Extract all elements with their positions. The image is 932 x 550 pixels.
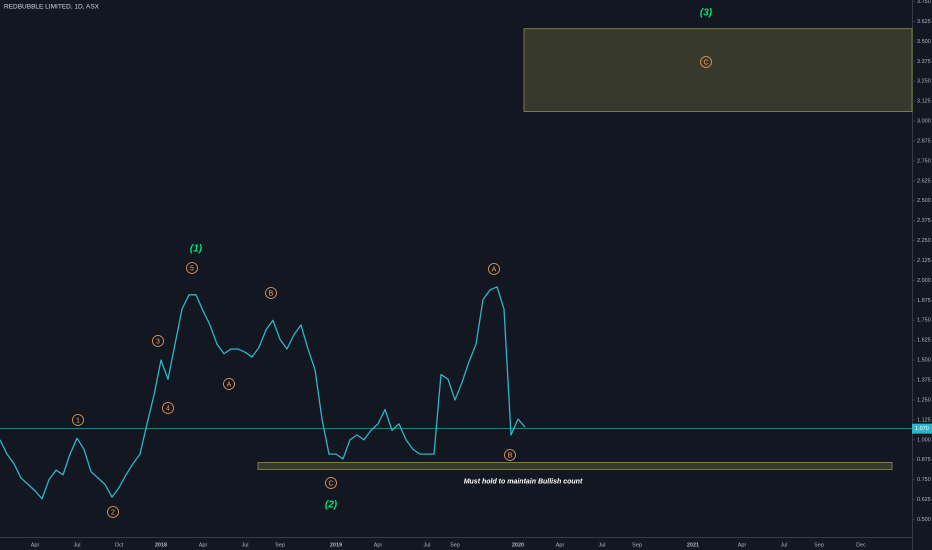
x-tick-label: Sep xyxy=(632,542,642,548)
wave-label-minor: 5 xyxy=(190,265,194,272)
x-tick-label: Jul xyxy=(780,542,787,548)
chart-title: REDBUBBLE LIMITED, 1D, ASX xyxy=(4,4,100,11)
x-tick-label: Sep xyxy=(450,542,460,548)
y-tick-label: 2.375 xyxy=(917,218,931,224)
y-tick-label: 3.500 xyxy=(917,39,931,45)
wave-circle xyxy=(504,449,516,461)
wave-label-minor: B xyxy=(269,290,274,297)
y-tick-label: 0.750 xyxy=(917,477,931,483)
y-tick-label: 3.125 xyxy=(917,99,931,105)
y-tick-label: 3.250 xyxy=(917,79,931,85)
y-tick-label: 1.500 xyxy=(917,358,931,364)
x-tick-label: 2021 xyxy=(687,542,699,548)
x-tick-label: Jul xyxy=(598,542,605,548)
y-tick-label: 1.750 xyxy=(917,318,931,324)
y-tick-label: 2.875 xyxy=(917,138,931,144)
x-tick-label: Jul xyxy=(73,542,80,548)
y-tick-label: 1.375 xyxy=(917,377,931,383)
y-tick-label: 1.250 xyxy=(917,397,931,403)
y-tick-label: 0.625 xyxy=(917,497,931,503)
wave-circle xyxy=(265,287,277,299)
wave-circle xyxy=(186,262,198,274)
wave-label-minor: C xyxy=(328,480,333,487)
wave-label-major: (3) xyxy=(700,8,713,19)
wave-label-major: (1) xyxy=(190,244,203,255)
y-tick-label: 3.375 xyxy=(917,59,931,65)
x-tick-label: Apr xyxy=(31,542,40,548)
y-tick-label: 2.625 xyxy=(917,178,931,184)
y-tick-label: 0.875 xyxy=(917,457,931,463)
wave-circle xyxy=(72,414,84,426)
y-tick-label: 3.000 xyxy=(917,119,931,125)
x-tick-label: Jul xyxy=(241,542,248,548)
x-tick-label: 2020 xyxy=(512,542,524,548)
y-tick-label: 2.750 xyxy=(917,158,931,164)
current-price-badge xyxy=(912,423,932,434)
wave-label-minor: A xyxy=(492,266,497,273)
wave-circle xyxy=(107,506,119,518)
y-tick-label: 1.875 xyxy=(917,298,931,304)
target-zone xyxy=(523,28,913,112)
x-tick-label: Oct xyxy=(115,542,124,548)
x-tick-label: 2019 xyxy=(330,542,342,548)
zone-label: Must hold to maintain Bullish count xyxy=(464,478,583,485)
wave-label-minor: 2 xyxy=(111,509,115,516)
x-tick-label: Sep xyxy=(814,542,824,548)
price-line xyxy=(0,286,526,500)
x-tick-label: Jul xyxy=(423,542,430,548)
y-tick-label: 0.500 xyxy=(917,517,931,523)
y-tick-label: 1.625 xyxy=(917,338,931,344)
x-tick-label: 2018 xyxy=(155,542,167,548)
wave-label-minor: A xyxy=(227,381,232,388)
y-tick-label: 2.250 xyxy=(917,238,931,244)
wave-circle xyxy=(700,56,712,68)
wave-circle xyxy=(152,335,164,347)
y-tick-label: 2.125 xyxy=(917,258,931,264)
wave-label-minor: 1 xyxy=(76,417,80,424)
x-tick-label: Apr xyxy=(738,542,747,548)
wave-circle xyxy=(325,477,337,489)
wave-circle xyxy=(488,263,500,275)
wave-circle xyxy=(223,378,235,390)
x-tick-label: Sep xyxy=(275,542,285,548)
current-price-label: 1.070 xyxy=(915,426,929,432)
y-tick-label: 1.000 xyxy=(917,437,931,443)
wave-label-minor: 3 xyxy=(156,338,160,345)
wave-label-major: (2) xyxy=(325,500,338,511)
wave-label-minor: B xyxy=(508,452,513,459)
y-tick-label: 1.125 xyxy=(917,417,931,423)
y-tick-label: 2.500 xyxy=(917,198,931,204)
x-tick-label: Apr xyxy=(556,542,565,548)
wave-label-minor: C xyxy=(703,59,708,66)
wave-circle xyxy=(162,402,174,414)
x-tick-label: Apr xyxy=(374,542,383,548)
y-tick-label: 2.000 xyxy=(917,278,931,284)
y-tick-label: 3.625 xyxy=(917,19,931,25)
x-tick-label: Dec xyxy=(856,542,866,548)
y-tick-label: 3.750 xyxy=(917,0,931,5)
x-tick-label: Apr xyxy=(199,542,208,548)
target-zone xyxy=(257,462,893,470)
wave-label-minor: 4 xyxy=(166,405,170,412)
